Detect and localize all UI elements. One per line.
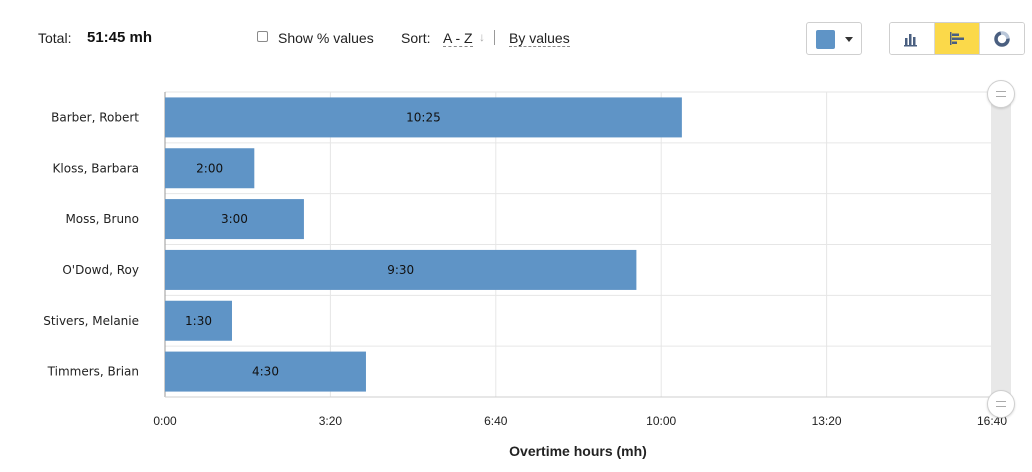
show-percent-label[interactable]: Show % values bbox=[278, 30, 374, 46]
x-tick-label: 0:00 bbox=[153, 414, 177, 428]
total-value: 51:45 mh bbox=[87, 29, 153, 46]
arrow-down-icon[interactable]: ↓ bbox=[479, 30, 485, 44]
bar-value-label: 4:30 bbox=[252, 365, 279, 379]
category-label: O'Dowd, Roy bbox=[62, 263, 139, 277]
bar bbox=[165, 148, 255, 189]
chevron-down-icon bbox=[845, 37, 853, 42]
x-axis-title: Overtime hours (mh) bbox=[509, 443, 647, 459]
chart-toolbar: Total: 51:45 mh Show % values Sort: A - … bbox=[0, 0, 1032, 78]
x-tick-label: 3:20 bbox=[319, 414, 343, 428]
category-label: Kloss, Barbara bbox=[53, 161, 139, 175]
total-label: Total: bbox=[38, 30, 72, 46]
category-label: Barber, Robert bbox=[51, 110, 139, 124]
column-chart-button[interactable] bbox=[890, 23, 934, 54]
sort-divider bbox=[494, 30, 495, 45]
sort-by-values-link[interactable]: By values bbox=[509, 30, 570, 47]
donut-chart-icon bbox=[994, 31, 1010, 47]
donut-chart-button[interactable] bbox=[979, 23, 1024, 54]
bar-chart-icon bbox=[950, 32, 964, 45]
bar-value-label: 3:00 bbox=[221, 212, 248, 226]
x-tick-label: 13:20 bbox=[812, 414, 842, 428]
category-label: Stivers, Melanie bbox=[43, 314, 139, 328]
bar-value-label: 1:30 bbox=[185, 314, 212, 328]
bar-value-label: 2:00 bbox=[196, 161, 223, 175]
scrollbar-top-handle[interactable] bbox=[987, 80, 1015, 108]
chart-view-toggle bbox=[889, 22, 1025, 55]
bar bbox=[165, 249, 637, 290]
scrollbar-bottom-handle[interactable] bbox=[987, 390, 1015, 418]
chart-scrollbar-track[interactable] bbox=[991, 92, 1011, 404]
bar bbox=[165, 351, 366, 392]
show-percent-checkbox[interactable] bbox=[257, 31, 268, 42]
x-tick-label: 10:00 bbox=[646, 414, 676, 428]
bars bbox=[165, 97, 682, 392]
category-label: Timmers, Brian bbox=[47, 365, 139, 379]
color-picker-dropdown[interactable] bbox=[806, 22, 862, 55]
grid-lines bbox=[164, 91, 993, 398]
sort-az-link[interactable]: A - Z bbox=[443, 30, 473, 47]
bar-value-label: 10:25 bbox=[406, 110, 441, 124]
color-swatch bbox=[816, 30, 835, 49]
bar bbox=[165, 300, 232, 341]
sort-label: Sort: bbox=[401, 30, 431, 46]
bar bbox=[165, 199, 304, 240]
x-tick-label: 6:40 bbox=[484, 414, 508, 428]
bar-value-label: 9:30 bbox=[387, 263, 414, 277]
category-label: Moss, Bruno bbox=[65, 212, 139, 226]
labels: 0:00 3:20 6:40 10:00 13:20 16:4010:25Barber, … bbox=[43, 110, 1007, 428]
column-chart-icon bbox=[904, 34, 917, 47]
bar-chart-button[interactable] bbox=[934, 23, 979, 54]
overtime-bar-chart: 0:00 3:20 6:40 10:00 13:20 16:4010:25Barber, … bbox=[43, 91, 1007, 459]
bar bbox=[165, 97, 682, 138]
